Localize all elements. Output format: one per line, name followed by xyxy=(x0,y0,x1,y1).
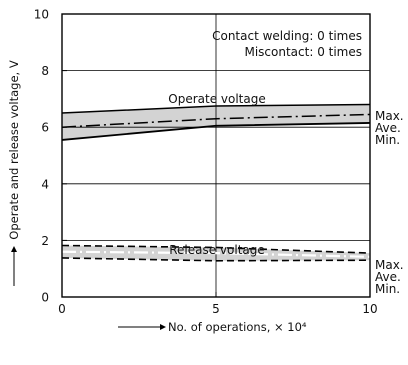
y-tick-label: 0 xyxy=(41,291,49,305)
line-layer xyxy=(61,103,371,262)
operate-max-label: Max. xyxy=(375,109,404,123)
plot-frame xyxy=(61,13,371,298)
release-ave-label: Ave. xyxy=(375,270,401,284)
y-tick-label: 6 xyxy=(41,121,49,135)
operate-min-line xyxy=(61,122,371,141)
release-voltage-label: Release voltage xyxy=(169,243,265,257)
x-axis-label: No. of operations, × 10⁴ xyxy=(168,320,307,334)
release-ave-line xyxy=(61,250,371,258)
operate-voltage-label: Operate voltage xyxy=(168,92,265,106)
release-max-line xyxy=(61,244,371,254)
operate-min-label: Min. xyxy=(375,133,400,147)
x-tick-label: 10 xyxy=(362,302,377,316)
x-tick-label: 5 xyxy=(212,302,220,316)
operate-ave-label: Ave. xyxy=(375,121,401,135)
y-tick-label: 2 xyxy=(41,234,49,248)
text-layer: 0 2 4 6 8 10 0 5 10 No. of operations, × 10⁴ Opera… xyxy=(7,8,404,335)
release-min-line xyxy=(61,257,371,262)
release-max-label: Max. xyxy=(375,258,404,272)
y-tick-label: 10 xyxy=(34,8,49,22)
y-axis-label: Operate and release voltage, V xyxy=(7,60,21,240)
x-axis-arrow-icon xyxy=(160,324,166,330)
annotation-miscontact: Miscontact: 0 times xyxy=(244,45,362,59)
annotation-contact-welding: Contact welding: 0 times xyxy=(212,29,362,43)
x-tick-label: 0 xyxy=(58,302,66,316)
y-tick-label: 4 xyxy=(41,177,49,191)
operate-ave-line xyxy=(61,113,371,128)
grid-layer xyxy=(62,14,370,297)
operate-max-line xyxy=(61,103,371,114)
y-axis-arrow-icon xyxy=(11,246,17,252)
release-min-label: Min. xyxy=(375,282,400,296)
y-tick-label: 8 xyxy=(41,64,49,78)
